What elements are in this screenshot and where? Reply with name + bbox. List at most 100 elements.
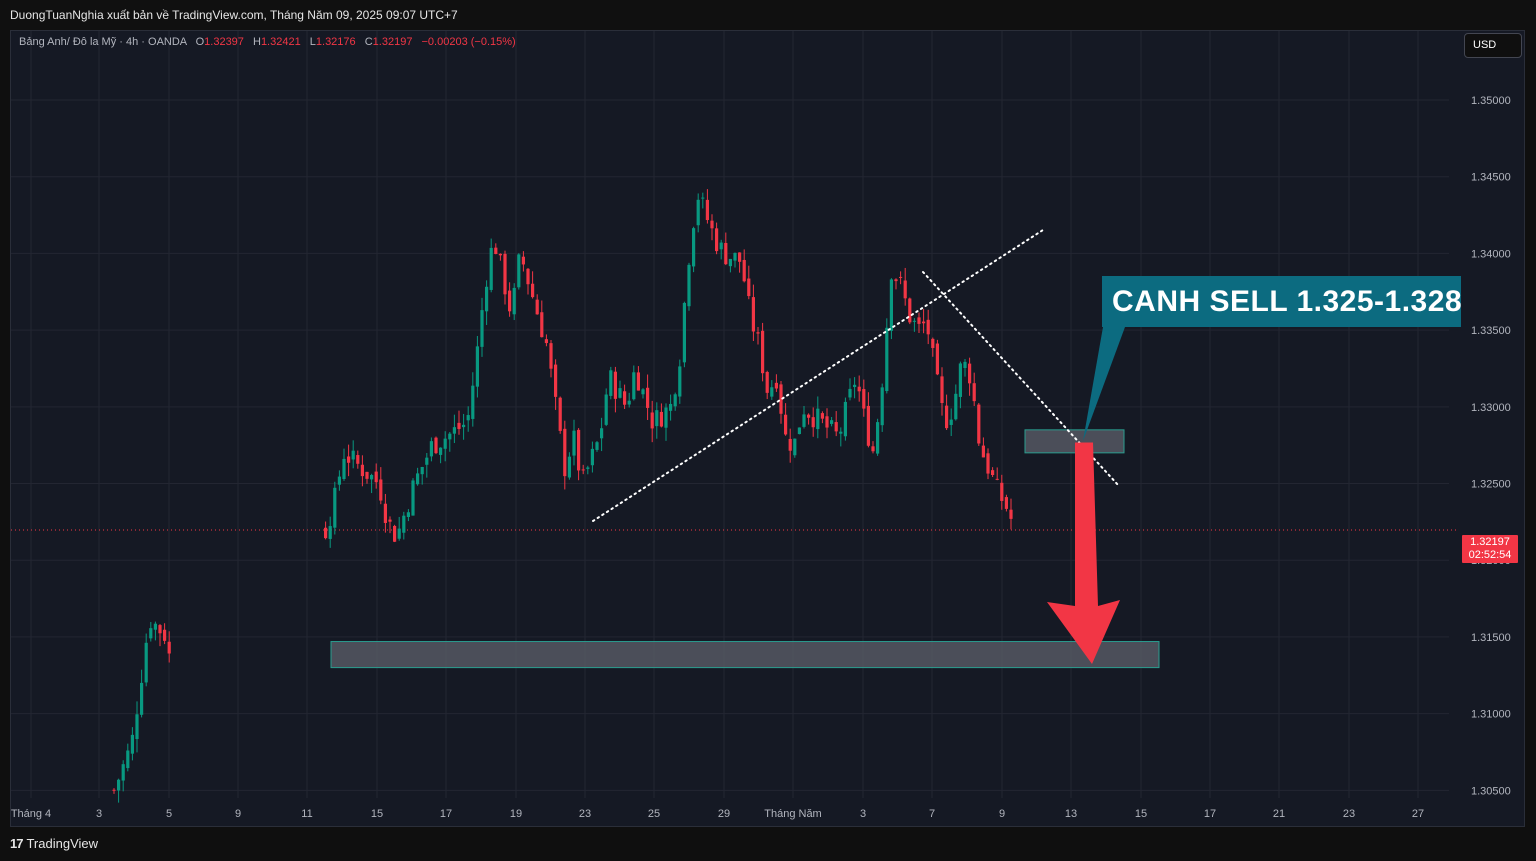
- candle-body: [508, 290, 512, 312]
- candle: [968, 357, 972, 396]
- time-tick-label: 3: [96, 808, 102, 820]
- candle-body: [567, 456, 571, 478]
- candle: [439, 447, 443, 464]
- candle-body: [802, 414, 806, 427]
- sell-callout[interactable]: CANH SELL 1.325-1.328: [1102, 276, 1462, 327]
- candle-body: [719, 242, 723, 250]
- candle: [655, 402, 659, 439]
- candle: [402, 511, 406, 540]
- candle: [632, 365, 636, 401]
- chart-pane[interactable]: 1.35000 1.34500 1.34000 1.33500 1.33000 1.325…: [10, 30, 1525, 827]
- candle: [949, 408, 953, 437]
- candle-body: [521, 256, 525, 265]
- candle-body: [498, 253, 502, 256]
- candle: [498, 253, 502, 261]
- candle: [894, 278, 898, 290]
- candle-body: [866, 405, 870, 446]
- candle: [866, 392, 870, 448]
- candle-body: [577, 429, 581, 471]
- candle-body: [558, 397, 562, 431]
- candle-body: [503, 253, 507, 295]
- candle-body: [544, 339, 548, 344]
- price-axis: 1.35000 1.34500 1.34000 1.33500 1.33000 1.325…: [1471, 95, 1511, 797]
- candle: [940, 367, 944, 416]
- candle-body: [894, 279, 898, 282]
- candle: [581, 464, 585, 475]
- candle-body: [820, 413, 824, 419]
- candle-body: [912, 320, 916, 322]
- candle-body: [457, 422, 461, 429]
- candle-body: [337, 476, 341, 485]
- tradingview-logo[interactable]: 17 TradingView: [10, 836, 98, 851]
- candle: [337, 470, 341, 491]
- candle: [356, 450, 360, 469]
- candle: [825, 408, 829, 439]
- candle: [153, 621, 157, 641]
- candle-body: [144, 642, 148, 683]
- candle-body: [784, 414, 788, 435]
- candle: [958, 361, 962, 409]
- candle-body: [627, 400, 631, 405]
- time-tick-label: 23: [579, 808, 591, 820]
- candle-body: [880, 387, 884, 426]
- candle: [167, 631, 171, 663]
- candle-body: [972, 383, 976, 402]
- candle-body: [420, 466, 424, 475]
- price-tick-label: 1.35000: [1471, 95, 1511, 107]
- candle: [540, 300, 544, 338]
- candle: [577, 428, 581, 481]
- candle-body: [954, 393, 958, 420]
- candle: [765, 370, 769, 400]
- time-tick-label: Tháng 4: [11, 808, 51, 820]
- time-tick-label: 11: [301, 808, 312, 820]
- candle-body: [531, 283, 535, 298]
- candle-body: [494, 247, 498, 254]
- candle-body: [830, 420, 834, 424]
- candle-body: [811, 417, 815, 428]
- candle: [678, 359, 682, 404]
- candle: [880, 383, 884, 432]
- candle: [365, 471, 369, 484]
- price-tick-label: 1.33500: [1471, 325, 1511, 337]
- time-tick-label: 29: [718, 808, 730, 820]
- candle-body: [471, 385, 475, 419]
- candle-body: [853, 384, 857, 388]
- candle-body: [885, 327, 889, 392]
- candle-body: [1000, 482, 1004, 501]
- candle-body: [563, 428, 567, 477]
- candle: [360, 455, 364, 487]
- candle: [853, 377, 857, 399]
- close-key: C: [364, 36, 373, 48]
- candle: [889, 278, 893, 340]
- candle-body: [926, 319, 930, 335]
- candle: [618, 380, 622, 399]
- candle: [1004, 494, 1008, 512]
- candle: [945, 394, 949, 430]
- candle-body: [655, 410, 659, 427]
- price-chart[interactable]: 1.35000 1.34500 1.34000 1.33500 1.33000 1.325…: [11, 31, 1525, 827]
- candle-body: [807, 414, 811, 418]
- candle: [954, 384, 958, 421]
- candle: [770, 380, 774, 400]
- currency-button[interactable]: USD: [1464, 33, 1522, 58]
- price-tick-label: 1.31500: [1471, 632, 1511, 644]
- candle-body: [903, 280, 907, 299]
- candle: [931, 337, 935, 357]
- candle: [687, 262, 691, 311]
- candle: [820, 411, 824, 424]
- candle-body: [393, 525, 397, 542]
- candle-body: [121, 764, 125, 781]
- candle: [149, 621, 153, 642]
- candle: [397, 516, 401, 541]
- candle-body: [945, 405, 949, 429]
- candle-body: [995, 478, 999, 480]
- candle: [379, 467, 383, 505]
- candle: [636, 366, 640, 391]
- candle-body: [485, 286, 489, 312]
- candle: [544, 334, 548, 347]
- candle-body: [462, 424, 466, 428]
- candle-body: [448, 433, 452, 440]
- candle: [899, 271, 903, 285]
- price-tick-label: 1.30500: [1471, 785, 1511, 797]
- open-key: O: [195, 36, 205, 48]
